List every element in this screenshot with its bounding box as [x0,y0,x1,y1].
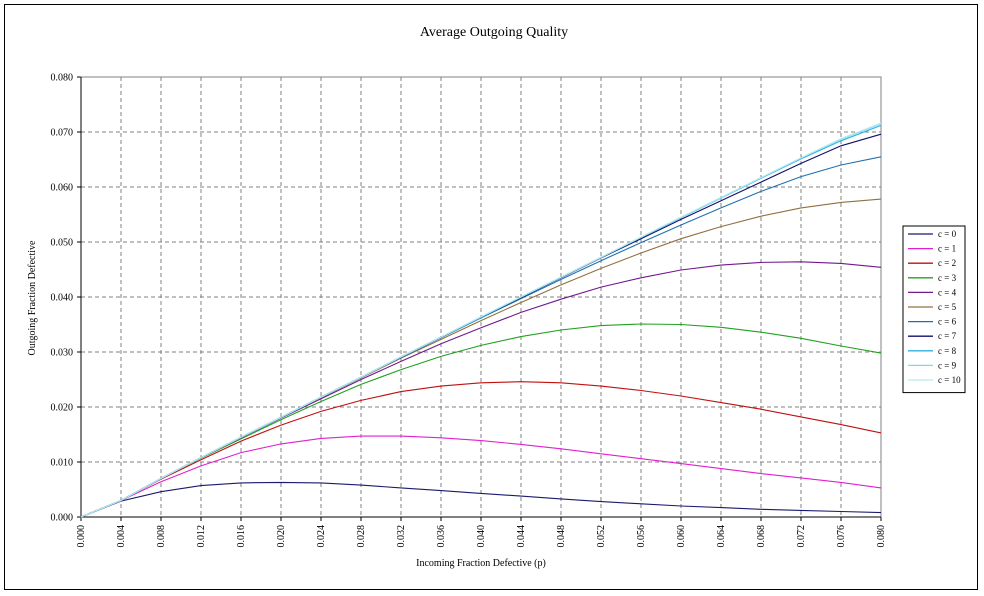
series-lines [80,122,882,518]
legend-label: c = 6 [938,317,957,327]
x-tick-label: 0.036 [436,525,447,548]
y-tick-label: 0.020 [51,403,74,414]
legend-label: c = 4 [938,287,957,297]
x-tick-label: 0.028 [356,525,367,548]
x-tick-label: 0.052 [596,525,607,548]
y-tick-label: 0.070 [51,128,74,139]
x-tick-label: 0.008 [156,525,167,548]
series-line-c-0 [80,481,882,518]
y-tick-label: 0.060 [51,183,74,194]
tick-labels: 0.000 0.004 0.008 0.012 0.016 0.020 0.024 0.028… [51,73,888,548]
legend-label: c = 0 [938,229,957,239]
x-tick-label: 0.048 [556,525,567,548]
x-tick-label: 0.068 [756,525,767,548]
y-tick-label: 0.040 [51,293,74,304]
x-tick-label: 0.012 [196,525,207,548]
series-line-c-10 [80,122,882,518]
x-tick-label: 0.080 [876,525,887,548]
grid [81,77,881,517]
legend-label: c = 10 [938,375,961,385]
y-tick-label: 0.030 [51,348,74,359]
chart-title: Average Outgoing Quality [420,25,568,40]
x-tick-label: 0.040 [476,525,487,548]
x-tick-label: 0.032 [396,525,407,548]
series-line-c-2 [80,381,882,518]
y-tick-label: 0.000 [51,513,74,524]
x-tick-label: 0.004 [116,525,127,548]
y-tick-label: 0.080 [51,73,74,84]
x-tick-label: 0.044 [516,525,527,548]
x-tick-label: 0.076 [836,525,847,548]
x-tick-label: 0.016 [236,525,247,548]
y-axis-label: Outgoing Fraction Defective [27,240,38,356]
legend-label: c = 9 [938,360,957,370]
x-axis-label: Incoming Fraction Defective (p) [416,558,546,569]
x-tick-label: 0.064 [716,525,727,548]
legend-label: c = 5 [938,302,957,312]
x-tick-label: 0.072 [796,525,807,548]
legend-label: c = 3 [938,273,957,283]
x-tick-label: 0.020 [276,525,287,548]
legend-label: c = 8 [938,346,957,356]
x-tick-label: 0.000 [76,525,87,548]
y-tick-label: 0.050 [51,238,74,249]
legend-label: c = 7 [938,331,957,341]
legend: c = 0 c = 1 c = 2 c = 3 c = 4 c = 5 c = 6 c = 7… [902,225,966,394]
legend-label: c = 1 [938,244,956,254]
y-tick-label: 0.010 [51,458,74,469]
x-tick-label: 0.024 [316,525,327,548]
x-tick-label: 0.060 [676,525,687,548]
x-tick-label: 0.056 [636,525,647,548]
legend-label: c = 2 [938,258,956,268]
series-line-c-1 [80,435,882,518]
axes [77,76,882,521]
series-line-c-3 [80,323,882,518]
